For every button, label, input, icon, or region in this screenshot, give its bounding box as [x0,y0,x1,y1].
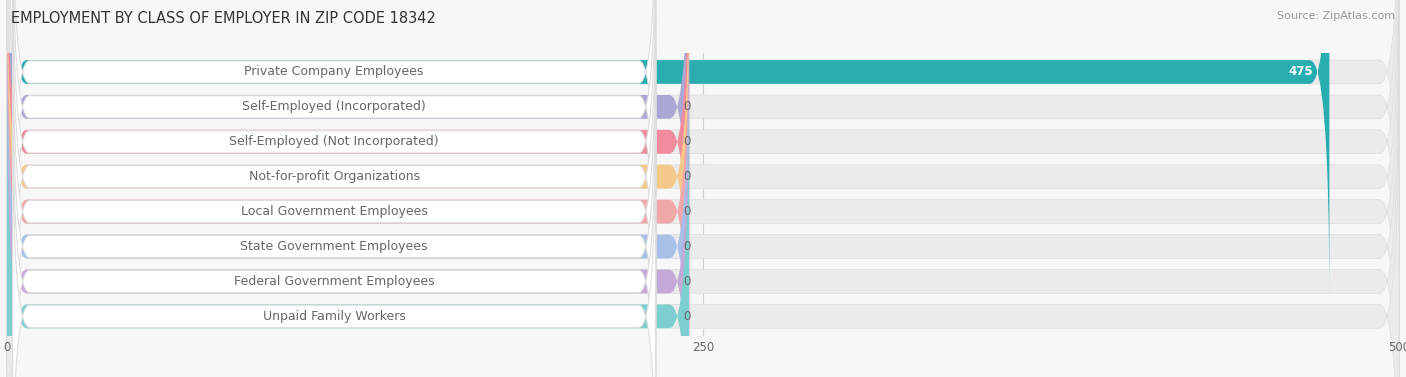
FancyBboxPatch shape [13,48,655,377]
Text: 0: 0 [683,135,690,148]
FancyBboxPatch shape [7,84,689,377]
Text: Self-Employed (Incorporated): Self-Employed (Incorporated) [242,100,426,113]
FancyBboxPatch shape [7,0,1399,339]
Text: 0: 0 [683,275,690,288]
FancyBboxPatch shape [7,0,689,339]
FancyBboxPatch shape [7,0,689,377]
FancyBboxPatch shape [7,0,1399,377]
FancyBboxPatch shape [13,0,655,340]
FancyBboxPatch shape [13,0,655,305]
Text: Source: ZipAtlas.com: Source: ZipAtlas.com [1277,11,1395,21]
Text: Local Government Employees: Local Government Employees [240,205,427,218]
Text: Federal Government Employees: Federal Government Employees [233,275,434,288]
FancyBboxPatch shape [7,49,1399,377]
Text: State Government Employees: State Government Employees [240,240,427,253]
Text: 0: 0 [683,205,690,218]
FancyBboxPatch shape [7,14,1399,377]
Text: 475: 475 [1288,66,1313,78]
FancyBboxPatch shape [7,14,689,377]
Text: Unpaid Family Workers: Unpaid Family Workers [263,310,405,323]
FancyBboxPatch shape [7,0,1399,377]
FancyBboxPatch shape [13,83,655,377]
FancyBboxPatch shape [7,84,1399,377]
FancyBboxPatch shape [13,13,655,377]
Text: Not-for-profit Organizations: Not-for-profit Organizations [249,170,420,183]
Text: 0: 0 [683,100,690,113]
FancyBboxPatch shape [7,49,689,377]
Text: Self-Employed (Not Incorporated): Self-Employed (Not Incorporated) [229,135,439,148]
FancyBboxPatch shape [13,0,655,375]
FancyBboxPatch shape [13,118,655,377]
FancyBboxPatch shape [7,0,1399,305]
FancyBboxPatch shape [7,0,689,377]
Text: EMPLOYMENT BY CLASS OF EMPLOYER IN ZIP CODE 18342: EMPLOYMENT BY CLASS OF EMPLOYER IN ZIP C… [11,11,436,26]
Text: 0: 0 [683,240,690,253]
FancyBboxPatch shape [7,0,1330,305]
Text: Private Company Employees: Private Company Employees [245,66,423,78]
FancyBboxPatch shape [13,0,655,270]
FancyBboxPatch shape [7,0,689,374]
FancyBboxPatch shape [7,0,1399,374]
Text: 0: 0 [683,170,690,183]
Text: 0: 0 [683,310,690,323]
